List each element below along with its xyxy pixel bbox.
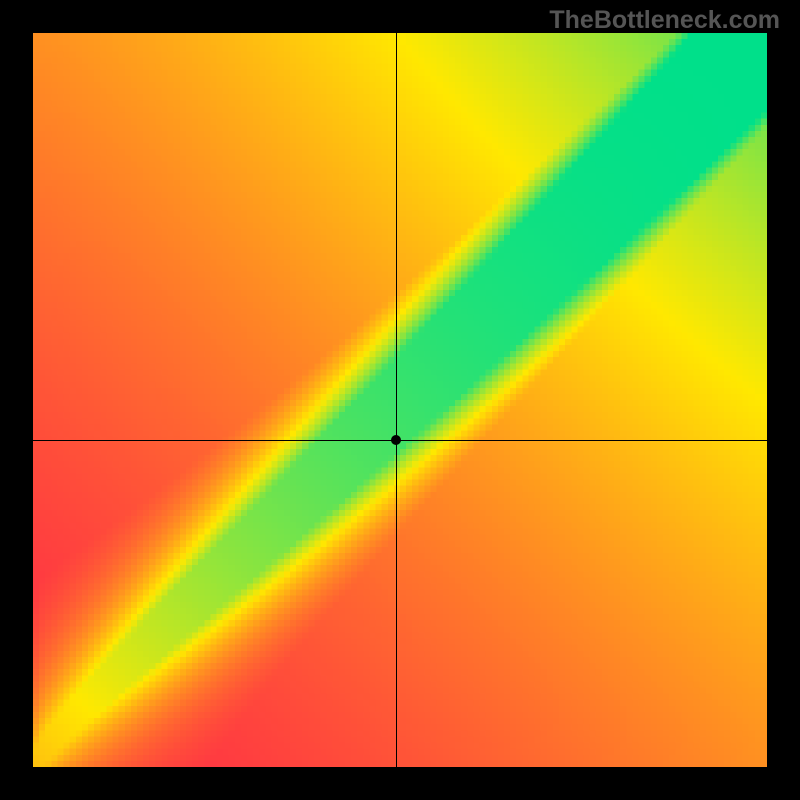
crosshair-vertical	[396, 33, 397, 767]
heatmap-plot	[33, 33, 767, 767]
heatmap-canvas	[33, 33, 767, 767]
marker-point	[391, 435, 401, 445]
watermark-text: TheBottleneck.com	[549, 6, 780, 35]
